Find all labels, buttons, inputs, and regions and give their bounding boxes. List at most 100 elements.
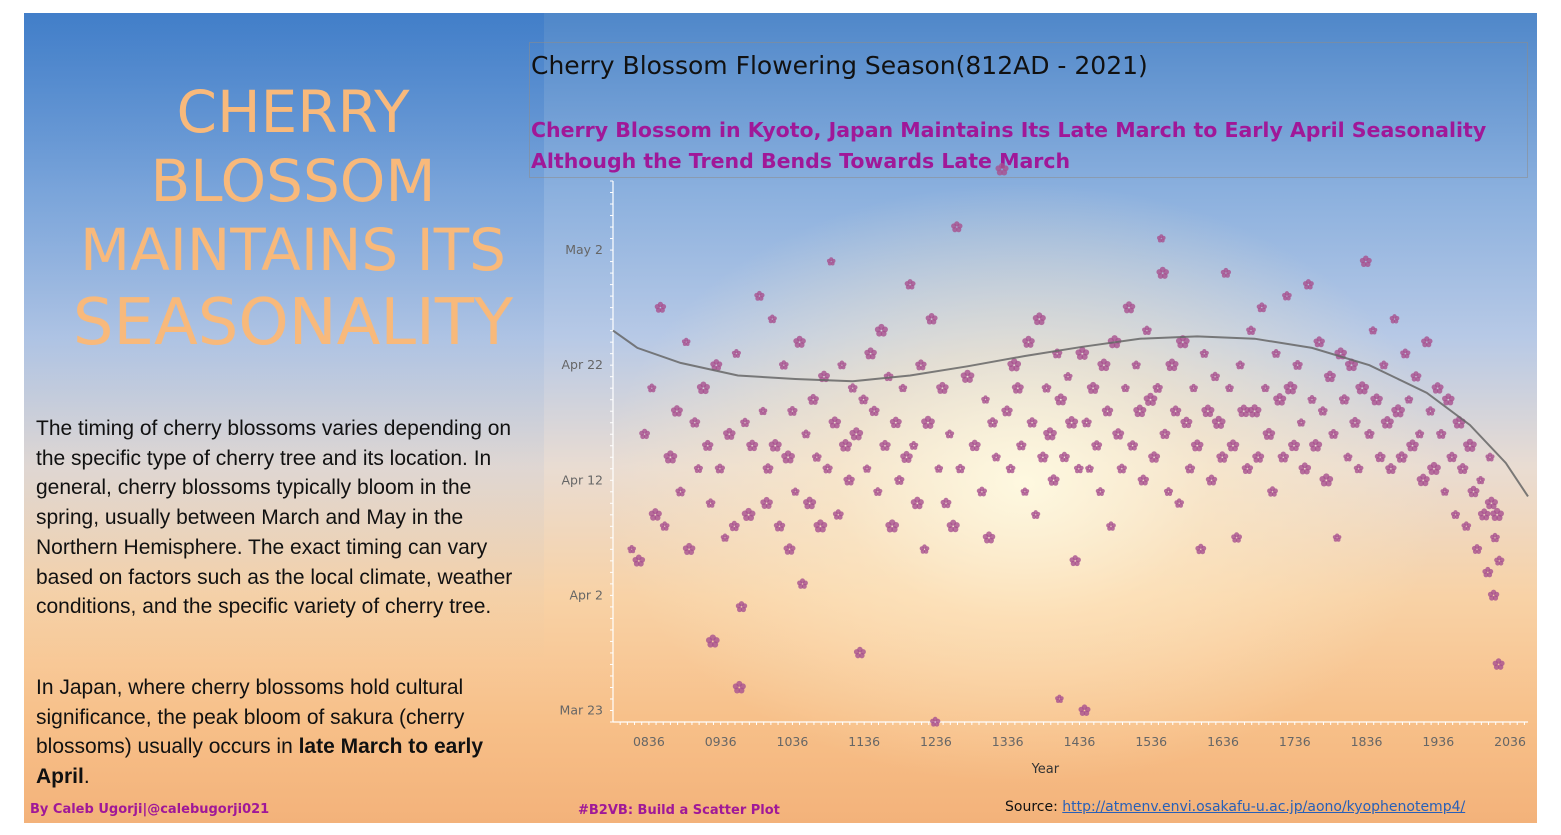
data-point xyxy=(1016,440,1027,451)
data-point xyxy=(689,417,701,428)
data-point xyxy=(1487,589,1500,601)
data-point xyxy=(1477,508,1491,521)
data-point xyxy=(951,221,963,233)
data-point xyxy=(1086,381,1100,394)
data-point xyxy=(1121,383,1130,393)
trend-line xyxy=(612,329,1529,497)
data-point xyxy=(940,497,952,509)
data-point xyxy=(1211,415,1226,429)
data-point xyxy=(732,680,746,694)
data-point xyxy=(1163,487,1174,496)
hero-line-3: MAINTAINS ITS xyxy=(80,216,506,284)
data-point xyxy=(864,347,877,360)
data-point xyxy=(791,487,800,496)
data-point xyxy=(847,383,858,393)
data-point xyxy=(1440,487,1450,496)
data-point xyxy=(976,486,988,497)
data-point xyxy=(1081,417,1092,428)
data-point xyxy=(1073,463,1084,474)
axes xyxy=(610,180,1528,725)
data-point xyxy=(1328,428,1339,439)
data-point xyxy=(1011,382,1024,394)
data-point xyxy=(1355,381,1370,395)
data-point xyxy=(1395,451,1408,463)
data-point xyxy=(1385,463,1397,474)
data-point xyxy=(811,452,822,462)
data-point xyxy=(1252,451,1265,463)
scatter-plot: Mar 23 Apr 2 Apr 12 Apr 22 May 2 0836 0936 1036… xyxy=(560,162,1529,777)
data-point xyxy=(693,464,703,473)
data-point xyxy=(1137,474,1149,486)
data-point xyxy=(1078,704,1091,716)
data-point xyxy=(1283,381,1298,395)
data-point xyxy=(1256,302,1267,313)
data-point xyxy=(1106,521,1116,531)
x-tick-label: 1236 xyxy=(920,734,952,749)
data-point xyxy=(1461,521,1472,531)
source-line: Source: http://atmenv.envi.osakafu-u.ac.… xyxy=(1005,799,1465,815)
data-point xyxy=(858,394,869,405)
data-point xyxy=(741,507,756,522)
x-tick-label: 1436 xyxy=(1064,734,1096,749)
data-point xyxy=(900,450,913,464)
dashboard-canvas: CHERRY BLOSSOM MAINTAINS ITS SEASONALITY… xyxy=(24,13,1537,823)
data-point xyxy=(1180,416,1193,429)
data-point xyxy=(1031,510,1041,519)
data-point xyxy=(1095,487,1105,496)
data-point xyxy=(1476,475,1485,485)
data-point xyxy=(1404,395,1414,404)
x-tick-label: 1836 xyxy=(1351,734,1383,749)
data-point xyxy=(828,416,842,429)
data-point xyxy=(925,313,938,325)
x-tick-label: 1036 xyxy=(777,734,809,749)
data-point xyxy=(862,464,872,473)
data-point xyxy=(783,543,796,555)
data-point xyxy=(801,429,811,439)
data-point xyxy=(803,496,817,510)
data-point xyxy=(1127,440,1139,451)
data-point xyxy=(1492,658,1505,670)
data-point xyxy=(768,439,782,452)
x-tick-label: 1336 xyxy=(992,734,1024,749)
data-point xyxy=(778,360,789,370)
data-point xyxy=(781,450,795,464)
data-point xyxy=(735,601,748,613)
data-point xyxy=(874,323,888,337)
data-point xyxy=(1190,439,1204,452)
y-tick-label: Apr 2 xyxy=(569,587,603,602)
data-point xyxy=(663,450,678,464)
data-point xyxy=(1307,395,1317,404)
chart-title: Cherry Blossom Flowering Season(812AD - … xyxy=(531,51,1148,80)
data-point xyxy=(822,463,833,474)
data-point xyxy=(919,544,930,554)
data-point xyxy=(1085,464,1094,473)
data-point xyxy=(1131,360,1141,370)
source-link[interactable]: http://atmenv.envi.osakafu-u.ac.jp/aono/… xyxy=(1062,799,1466,815)
data-point xyxy=(1143,392,1158,406)
data-point xyxy=(1267,486,1278,497)
data-point xyxy=(1148,451,1161,463)
data-point xyxy=(945,429,955,439)
data-point xyxy=(885,519,900,533)
data-point xyxy=(1226,439,1240,452)
data-point xyxy=(915,359,927,371)
data-point xyxy=(746,439,759,452)
data-point xyxy=(991,452,1001,462)
data-point xyxy=(1400,348,1411,359)
data-point xyxy=(1159,428,1171,440)
data-point xyxy=(1055,694,1064,703)
tick-labels: Mar 23 Apr 2 Apr 12 Apr 22 May 2 0836 0936 1036… xyxy=(560,242,1526,749)
data-point xyxy=(1174,498,1185,508)
data-point xyxy=(898,383,908,393)
data-point xyxy=(1446,451,1458,463)
data-point xyxy=(1364,428,1375,439)
data-point xyxy=(968,439,981,452)
data-point xyxy=(1359,255,1372,268)
data-point xyxy=(647,383,657,393)
data-point xyxy=(1246,325,1256,336)
y-tick-label: May 2 xyxy=(565,242,603,257)
data-point xyxy=(1436,428,1447,439)
data-point xyxy=(1069,555,1081,567)
x-tick-label: 1736 xyxy=(1279,734,1311,749)
data-point xyxy=(1205,474,1218,486)
